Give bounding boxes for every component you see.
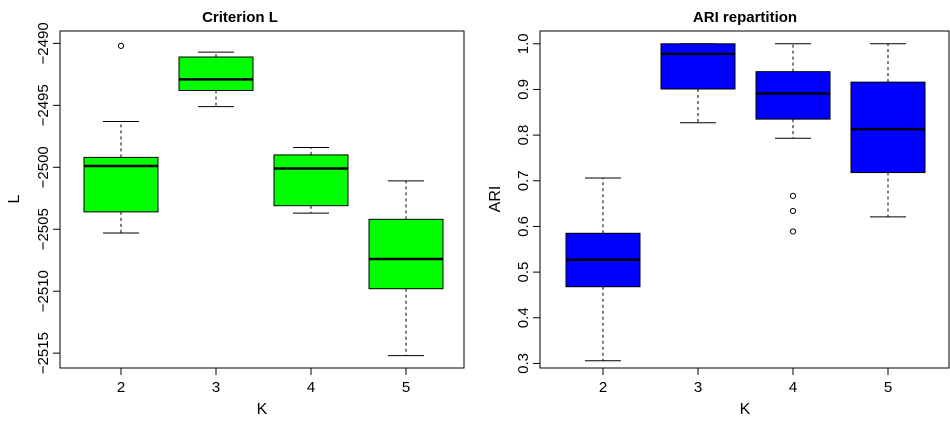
- y-tick-label: −2515: [35, 332, 52, 374]
- panel-ari-repartition: ARI repartition 0.3 0.4 0.5 0.6 0.7 0.8 0.9 1.0…: [487, 9, 950, 418]
- y-tick-label: 0.6: [515, 216, 532, 237]
- y-tick-label: 0.4: [515, 307, 532, 328]
- box: [755, 71, 831, 120]
- x-axis-label: K: [257, 401, 268, 418]
- x-tick-label: 3: [694, 379, 702, 396]
- plot-frame: [59, 30, 465, 369]
- x-axis-label: K: [740, 401, 751, 418]
- box: [178, 56, 254, 91]
- y-tick-label: −2500: [35, 146, 52, 188]
- box: [368, 218, 444, 290]
- outlier-point: [789, 228, 797, 235]
- y-tick-label: 0.3: [515, 353, 532, 374]
- y-tick-label: −2490: [35, 22, 52, 64]
- y-axis-label: ARI: [487, 186, 504, 213]
- x-tick-label: 3: [212, 379, 220, 396]
- y-tick-label: 1.0: [515, 33, 532, 54]
- x-tick-label: 2: [599, 379, 607, 396]
- y-tick-label: −2505: [35, 208, 52, 250]
- chart-title: Criterion L: [202, 9, 278, 26]
- outlier-point: [789, 192, 797, 199]
- box: [850, 81, 926, 174]
- x-tick-label: 4: [307, 379, 315, 396]
- plot-area: −2490 −2495 −2500 −2505 −2510 −2515 2 3 4 5: [35, 22, 444, 396]
- chart-title: ARI repartition: [693, 9, 797, 26]
- outlier-point: [789, 207, 797, 215]
- y-tick-label: 0.7: [515, 170, 532, 191]
- y-tick-label: 0.9: [515, 79, 532, 100]
- box: [660, 43, 736, 90]
- y-axis-label: L: [6, 194, 23, 203]
- x-tick-label: 4: [789, 379, 797, 396]
- x-tick-label: 5: [884, 379, 892, 396]
- y-tick-label: −2495: [35, 84, 52, 126]
- y-tick-label: −2510: [35, 270, 52, 312]
- box: [273, 154, 349, 207]
- plot-frame: [539, 30, 950, 369]
- y-tick-label: 0.8: [515, 125, 532, 146]
- outlier-point: [117, 42, 125, 49]
- y-tick-label: 0.5: [515, 262, 532, 283]
- x-tick-label: 2: [117, 379, 125, 396]
- panel-criterion-l: Criterion L −2490 −2495 −2500 −2505 −2510 −25…: [6, 9, 465, 418]
- plot-area: 0.3 0.4 0.5 0.6 0.7 0.8 0.9 1.0 2 3 4 5: [515, 33, 926, 396]
- x-tick-label: 5: [402, 379, 410, 396]
